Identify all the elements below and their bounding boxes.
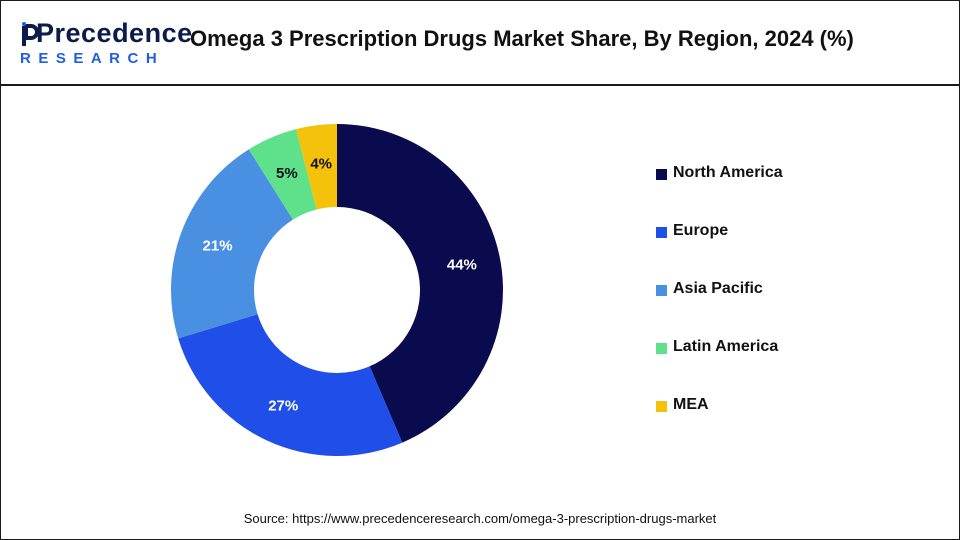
- donut-labels: 44% 27% 21% 5% 4%: [203, 155, 477, 414]
- legend-item-mea: MEA: [656, 392, 916, 450]
- slice-mea: [296, 124, 337, 210]
- slice-label-asia-pacific: 21%: [203, 237, 233, 254]
- chart-title: Omega 3 Prescription Drugs Market Share,…: [190, 26, 854, 51]
- slice-europe: [178, 314, 403, 456]
- legend-swatch: [656, 343, 667, 354]
- donut-chart: 44% 27% 21% 5% 4%: [171, 124, 503, 456]
- legend-item-asia-pacific: Asia Pacific: [656, 276, 916, 334]
- slice-north-america: [337, 124, 503, 443]
- donut-slices: [171, 124, 503, 456]
- legend-label: Latin America: [673, 338, 779, 355]
- source-text: Source: https://www.precedenceresearch.c…: [243, 511, 717, 526]
- logo-subtext: RESEARCH: [20, 50, 165, 67]
- slice-label-mea: 4%: [310, 155, 332, 172]
- legend-swatch: [656, 227, 667, 238]
- logo: Precedence RESEARCH: [14, 12, 192, 74]
- slice-latin-america: [248, 129, 317, 220]
- legend-item-europe: Europe: [656, 218, 916, 276]
- legend-swatch: [656, 169, 667, 180]
- slice-label-north-america: 44%: [447, 256, 477, 273]
- logo-mark-icon: [22, 22, 38, 46]
- legend: North America Europe Asia Pacific Latin Ame…: [656, 160, 916, 450]
- slice-asia-pacific: [171, 149, 293, 339]
- legend-swatch: [656, 285, 667, 296]
- legend-label: North America: [673, 164, 783, 181]
- legend-label: MEA: [673, 396, 709, 413]
- slice-label-latin-america: 5%: [276, 165, 298, 182]
- logo-text: Precedence: [36, 18, 193, 48]
- legend-label: Asia Pacific: [673, 280, 763, 297]
- legend-item-north-america: North America: [656, 160, 916, 218]
- legend-label: Europe: [673, 222, 729, 239]
- legend-swatch: [656, 401, 667, 412]
- legend-item-latin-america: Latin America: [656, 334, 916, 392]
- header-divider: [0, 84, 960, 86]
- slice-label-europe: 27%: [268, 398, 298, 415]
- header: Precedence RESEARCH Omega 3 Prescription…: [0, 0, 960, 84]
